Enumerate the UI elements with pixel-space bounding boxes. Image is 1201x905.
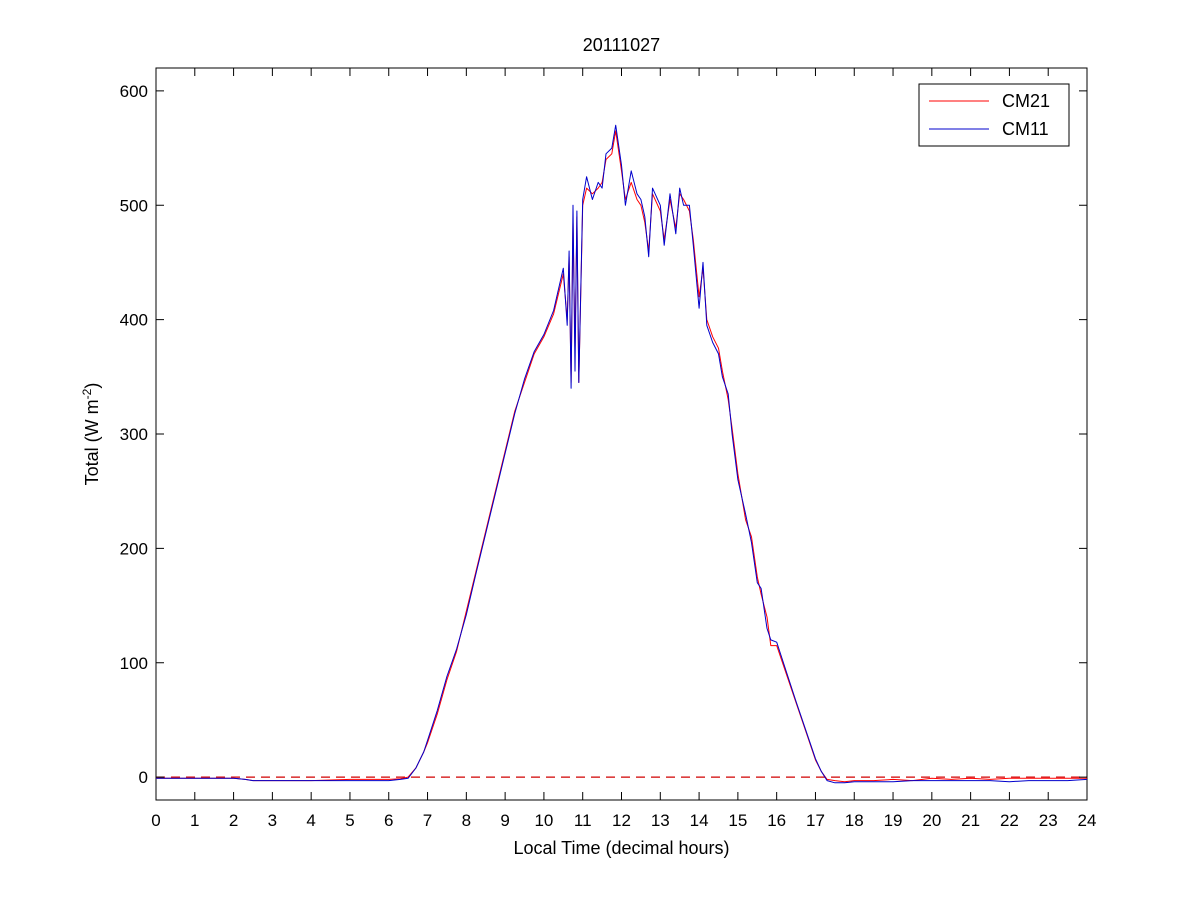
x-tick-label: 22 [1000,811,1019,830]
x-axis-title: Local Time (decimal hours) [513,838,729,858]
plot-area: 0 1 2 3 4 5 6 7 8 9 10 11 12 13 14 15 16 17 18 19 20 21 22 23 24… [120,67,1097,830]
x-tick-label: 6 [384,811,393,830]
ticks-layer: 0 1 2 3 4 5 6 7 8 9 10 11 12 13 14 15 16 17 18 19 20 21 22 23 24… [120,68,1097,830]
y-tick-label: 400 [120,311,148,330]
y-axis-title-superscript: -2 [80,388,94,399]
x-tick-label: 0 [151,811,160,830]
x-tick-label: 19 [884,811,903,830]
y-tick-label: 200 [120,539,148,558]
legend-box [918,83,1070,147]
x-tick-label: 7 [423,811,432,830]
legend: CM21 CM11 [918,83,1070,147]
x-tick-label: 8 [462,811,471,830]
x-tick-label: 10 [534,811,553,830]
y-tick-label: 500 [120,196,148,215]
x-tick-label: 9 [500,811,509,830]
x-tick-label: 1 [190,811,199,830]
y-tick-label: 100 [120,654,148,673]
x-tick-label: 18 [845,811,864,830]
x-tick-label: 24 [1078,811,1097,830]
plot-frame [155,67,1088,801]
x-tick-label: 16 [767,811,786,830]
y-tick-label: 600 [120,82,148,101]
y-tick-label: 0 [139,768,148,787]
x-tick-label: 20 [922,811,941,830]
x-tick-label: 21 [961,811,980,830]
legend-label-cm11: CM11 [1002,119,1049,139]
x-tick-label: 12 [612,811,631,830]
x-tick-label: 13 [651,811,670,830]
x-tick-label: 3 [268,811,277,830]
y-tick-label: 300 [120,425,148,444]
chart-title: 20111027 [583,35,660,55]
x-tick-label: 11 [574,811,592,830]
x-tick-label: 2 [229,811,238,830]
x-tick-label: 4 [306,811,315,830]
x-tick-label: 15 [728,811,747,830]
series-layer [156,124,1088,784]
x-tick-label: 17 [806,811,825,830]
y-axis-title: Total (W m-2) [80,383,102,486]
x-tick-label: 23 [1039,811,1058,830]
y-axis-title-close: ) [82,383,102,389]
legend-label-cm21: CM21 [1002,91,1050,111]
series-line-cm11 [156,124,1088,784]
x-tick-label: 5 [345,811,354,830]
y-axis-title-main: Total (W m [82,399,102,485]
x-tick-label: 14 [690,811,709,830]
